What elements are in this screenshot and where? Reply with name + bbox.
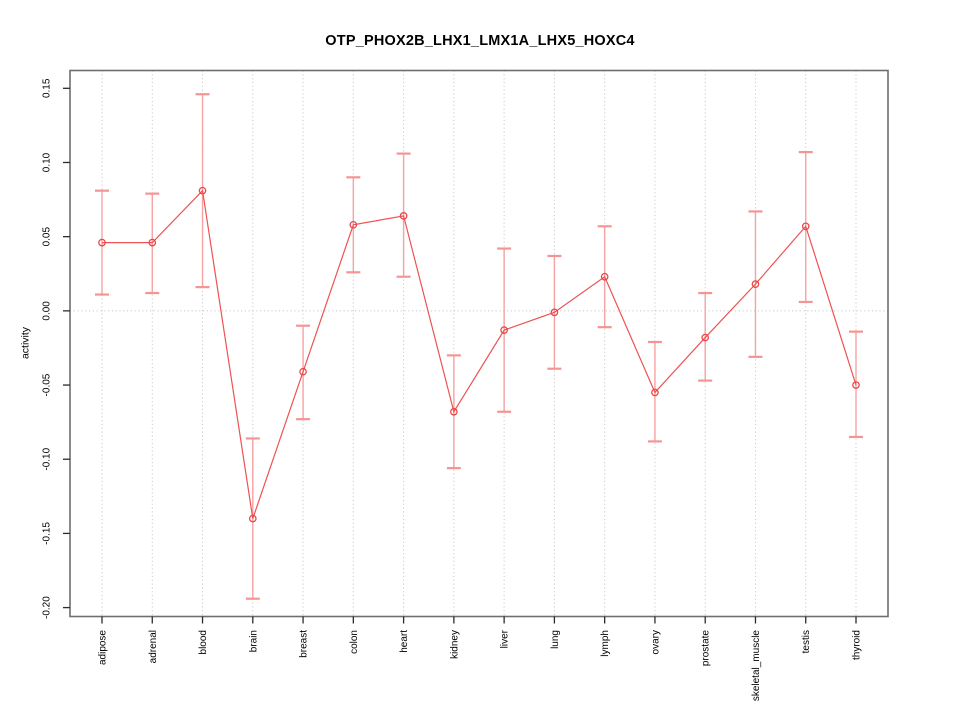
data-point-marker xyxy=(299,367,307,376)
y-tick-label: -0.10 xyxy=(42,447,53,470)
y-tick-label: -0.20 xyxy=(42,596,53,619)
x-tick-label: breast xyxy=(299,630,310,658)
data-point-marker xyxy=(450,407,458,416)
x-tick-label: adrenal xyxy=(148,630,159,663)
series-line xyxy=(102,189,857,519)
plot-border xyxy=(69,69,889,618)
y-tick-label: -0.05 xyxy=(42,373,53,396)
data-point-marker xyxy=(550,308,559,317)
data-point-marker xyxy=(500,326,508,334)
data-point-marker xyxy=(198,186,207,195)
x-tick-label: heart xyxy=(399,630,410,653)
data-point-marker xyxy=(148,238,157,247)
data-point-marker xyxy=(600,272,609,281)
data-point-marker xyxy=(349,220,358,229)
x-tick-label: lymph xyxy=(600,630,611,657)
plot-area: 0.15 0.10 0.05 0.00 -0.05 -0.10 -0.15 -0.20 adip… xyxy=(42,69,889,702)
x-tick-label: adipose xyxy=(98,630,109,665)
data-point-marker xyxy=(852,381,860,389)
x-tick-label: kidney xyxy=(449,630,460,659)
y-axis-label: activity xyxy=(20,326,32,359)
x-tick-label: ovary xyxy=(650,630,661,654)
chart-title: OTP_PHOX2B_LHX1_LMX1A_LHX5_HOXC4 xyxy=(325,33,634,49)
data-point-marker xyxy=(399,212,408,220)
y-tick-label: 0.10 xyxy=(42,152,53,172)
data-point-marker xyxy=(651,388,659,397)
x-tick-label: lung xyxy=(550,630,561,649)
x-tick-label: brain xyxy=(248,630,259,652)
x-tick-label: blood xyxy=(198,630,209,654)
data-point-marker xyxy=(248,514,257,523)
y-tick-label: 0.00 xyxy=(42,301,53,321)
x-tick-label: testis xyxy=(801,630,812,653)
data-point-marker xyxy=(801,222,810,231)
x-tick-label: skeletal_muscle xyxy=(751,630,762,702)
y-tick-label: 0.05 xyxy=(42,227,53,247)
data-point-marker xyxy=(701,333,710,342)
y-tick-label: 0.15 xyxy=(42,78,53,98)
data-point-marker xyxy=(751,280,760,289)
x-tick-label: colon xyxy=(349,630,360,654)
y-tick-label: -0.15 xyxy=(42,522,53,545)
data-point-marker xyxy=(98,238,106,247)
x-tick-label: liver xyxy=(500,629,511,648)
x-tick-label: thyroid xyxy=(852,630,863,660)
x-tick-label: prostate xyxy=(701,630,712,667)
